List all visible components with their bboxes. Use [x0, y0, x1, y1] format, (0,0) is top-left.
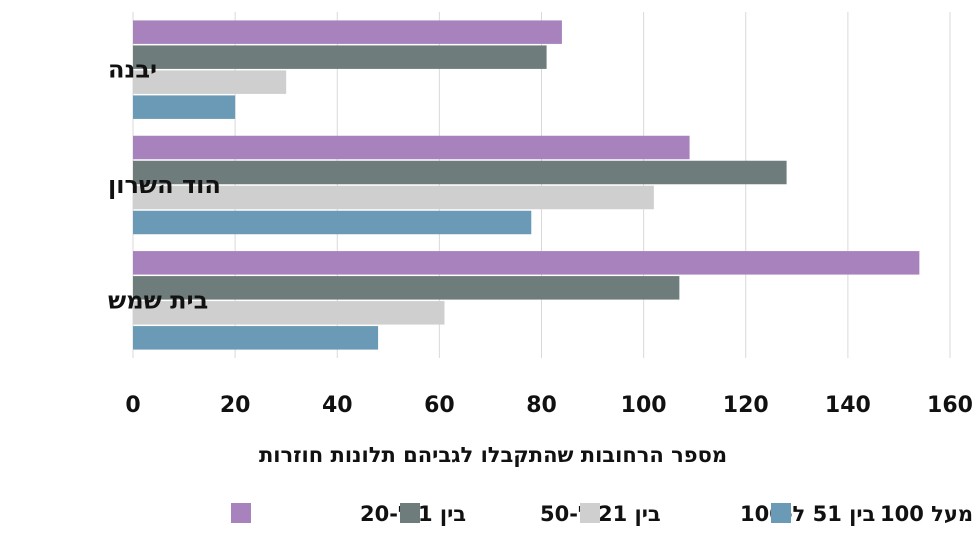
- bar-0-0: [133, 20, 562, 44]
- x-tick-label-2: 40: [322, 393, 353, 418]
- category-label-0: יבנה: [108, 56, 157, 84]
- bar-1-0: [133, 135, 690, 160]
- legend-label-3: מעל 100: [880, 502, 973, 526]
- bar-0-3: [133, 95, 236, 119]
- legend-label-1: בין 21 ל-50: [540, 502, 661, 526]
- x-tick-label-3: 60: [424, 393, 455, 418]
- bar-2-0: [133, 251, 920, 275]
- bar-1-1: [133, 160, 787, 185]
- x-tick-labels: 0 20 40 60 80 100 120 140 160: [125, 393, 973, 418]
- bar-0-2: [133, 70, 287, 94]
- legend-swatch-1: [400, 503, 420, 523]
- legend-label-2: בין 51 ל-100: [740, 502, 875, 526]
- bar-2-3: [133, 326, 379, 350]
- bar-2-2: [133, 301, 445, 325]
- bars: [133, 20, 920, 350]
- x-tick-label-0: 0: [125, 393, 140, 418]
- category-label-2: בית שמש: [108, 286, 208, 314]
- x-tick-label-5: 100: [621, 393, 667, 418]
- legend: בין 1 ל-20 בין 21 ל-50 בין 51 ל-100 מעל 100: [231, 502, 973, 526]
- x-axis-title: מספר הרחובות שהתקבלו לגביהם תלונות חוזרו…: [259, 443, 727, 467]
- legend-swatch-2: [580, 503, 600, 523]
- legend-swatch-3: [771, 503, 791, 523]
- x-tick-label-7: 140: [825, 393, 871, 418]
- category-label-1: הוד השרון: [108, 171, 221, 199]
- bar-1-3: [133, 210, 532, 235]
- category-labels: יבנה הוד השרון בית שמש: [108, 56, 221, 315]
- x-tick-label-4: 80: [526, 393, 557, 418]
- bar-1-2: [133, 185, 654, 210]
- bar-0-1: [133, 45, 547, 69]
- legend-swatch-0: [231, 503, 251, 523]
- x-tick-label-6: 120: [723, 393, 769, 418]
- x-tick-label-8: 160: [927, 393, 973, 418]
- bar-2-1: [133, 276, 680, 300]
- gridlines: [132, 12, 951, 358]
- x-tick-label-1: 20: [220, 393, 251, 418]
